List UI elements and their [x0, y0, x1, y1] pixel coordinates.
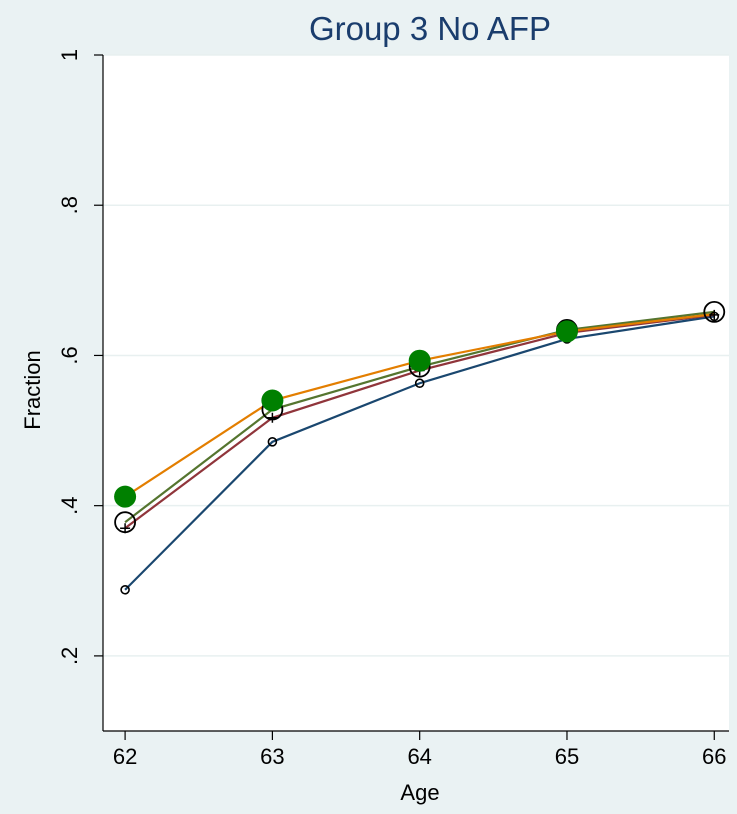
chart-title: Group 3 No AFP — [309, 10, 551, 47]
data-point-series-5 — [408, 349, 431, 372]
y-tick-label: .2 — [57, 647, 82, 665]
series-line-1 — [124, 315, 715, 591]
data-point-series-5 — [261, 389, 284, 412]
data-point-series-1 — [414, 378, 425, 389]
data-point-series-2 — [709, 309, 720, 320]
y-tick-label: .8 — [57, 196, 82, 214]
y-tick-label: .6 — [57, 346, 82, 364]
y-tick-label: 1 — [57, 49, 82, 61]
data-point-series-3 — [114, 511, 136, 534]
data-point-series-2 — [267, 412, 278, 423]
x-tick-label: 64 — [407, 744, 431, 769]
x-axis-label: Age — [400, 780, 439, 805]
x-tick-label: 62 — [113, 744, 137, 769]
y-tick-label: .4 — [57, 496, 82, 514]
x-tick-label: 63 — [260, 744, 284, 769]
data-point-series-1 — [120, 584, 130, 595]
plot-layer: .2 .4 .6 .8 1 62 63 64 65 66 — [57, 49, 729, 769]
data-point-series-3 — [703, 300, 726, 323]
x-tick-label: 65 — [555, 744, 579, 769]
data-point-series-1 — [267, 437, 278, 447]
y-axis-label: Fraction — [20, 350, 45, 429]
data-point-series-5 — [555, 320, 578, 343]
x-tick-label: 66 — [702, 744, 726, 769]
plot-area — [103, 55, 729, 731]
data-point-series-5 — [114, 485, 137, 508]
